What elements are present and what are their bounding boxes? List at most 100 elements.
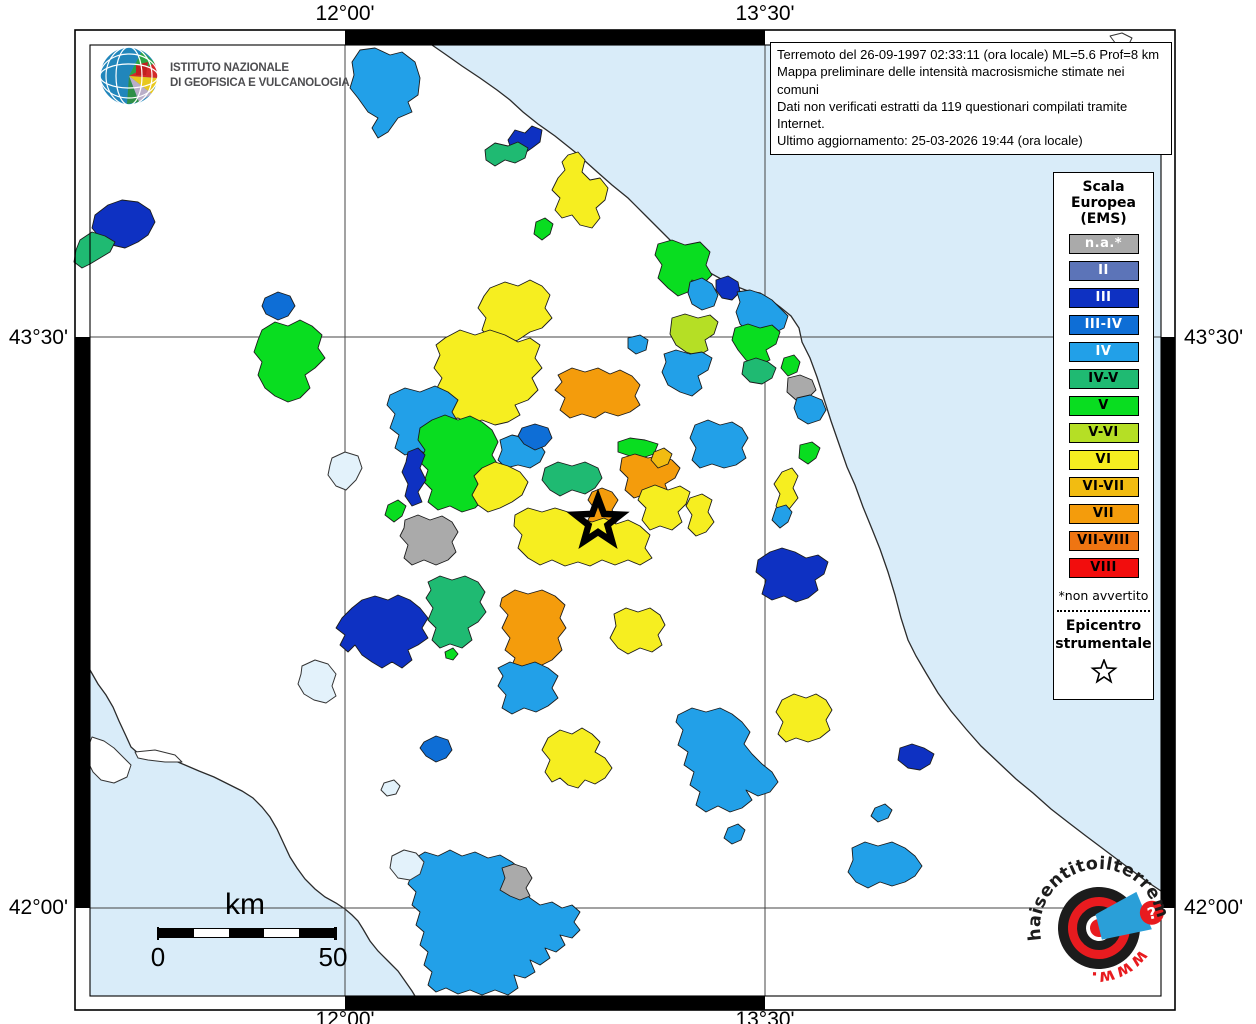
municipality-intensity-III [715,275,741,301]
municipality-intensity-IV [675,707,779,813]
ingv-logo: ISTITUTO NAZIONALE DI GEOFISICA E VULCAN… [98,45,350,107]
frame-black-right [1161,337,1175,908]
event-info-box: Terremoto del 26-09-1997 02:33:11 (ora l… [770,42,1172,155]
legend-swatch-vi-vii: VI-VII [1068,477,1139,498]
axis-label-left-south: 42°00' [8,896,68,919]
legend-swatch-vi: VI [1068,450,1139,471]
scale-seg [299,929,334,937]
legend-swatch-v-vi: V-VI [1068,423,1139,444]
ingv-wordmark-line2: DI GEOFISICA E VULCANOLOGIA [170,77,350,89]
legend-epicenter-label: Epicentro strumentale [1054,618,1153,653]
frame-black-top [345,30,765,45]
legend-title: Scala Europea (EMS) [1054,179,1153,227]
legend-swatch-n.a.*: n.a.* [1068,234,1139,255]
municipality-intensity-VI-VII [650,447,673,469]
scale-numbers: 0 50 [140,942,360,972]
municipality-intensity-IV [627,334,649,355]
legend-swatch-iv: IV [1068,342,1139,363]
municipality-intensity-V [798,441,821,465]
municipality-intensity-IV-V [484,141,529,167]
legend-swatch-iii: III [1068,288,1139,309]
municipality-intensity-IV [661,349,713,397]
legend-epicenter-line2: strumentale [1055,635,1152,652]
scale-seg [229,929,264,937]
municipality-intensity-VI [471,461,529,513]
adriatic-sea [432,45,1161,891]
scale-unit-label: km [225,888,265,921]
lake [380,779,401,797]
municipality-intensity-IV [689,419,749,469]
municipality-intensity-VI [477,279,553,346]
municipality-intensity-IV [349,47,421,139]
scale-tick-end [334,927,337,940]
info-line-map-type: Mappa preliminare delle intensità macros… [777,64,1125,97]
legend-title-line2: Europea [1070,195,1137,212]
municipality-intensity-IV [723,823,746,845]
municipality-intensity-III-IV [261,291,296,321]
axis-label-bottom-east: 13°30' [735,1008,795,1024]
legend-title-line3: (EMS) [1080,211,1127,228]
legend-title-line1: Scala [1082,179,1125,195]
municipality-intensity-VI [433,329,543,426]
municipality-intensity-V [253,319,326,403]
frame-black-bottom [345,996,765,1010]
axis-label-bottom-west: 12°00' [315,1008,375,1024]
municipality-intensity-IV [870,803,893,823]
legend-swatch-iii-iv: III-IV [1068,315,1139,336]
legend-items: n.a.* II III III-IV IV IV-V V V-VI VI VI-VII VII VI… [1054,234,1153,579]
municipality-intensity-III [897,743,935,771]
map-scale-bar: km 0 50 [140,888,360,972]
municipality-intensity-IV [847,841,923,889]
axis-label-top-east: 13°30' [735,2,795,25]
municipality-intensity-IV [497,661,559,715]
scale-tick-start [156,927,159,940]
logo-question-badge [1139,900,1164,925]
municipality-intensity-III-IV [419,735,453,763]
municipality-intensity-na [499,863,533,901]
ingv-globe-icon [99,46,159,106]
scale-start-label: 0 [150,942,166,972]
scale-bar-graphic [156,927,337,940]
scale-seg [159,929,194,937]
municipality-regions-group [73,47,935,996]
scale-seg [264,929,299,937]
municipality-intensity-III-IV [517,423,553,451]
lake [389,849,425,881]
tyrrhenian-coastline [89,669,416,997]
municipality-intensity-na [399,514,459,566]
ingv-wordmark-line1: ISTITUTO NAZIONALE [170,62,289,75]
lake [297,659,337,704]
municipality-intensity-VI [773,467,799,515]
tyrrhenian-sea [90,670,415,996]
axis-label-right-north: 43°30' [1184,326,1244,349]
municipality-intensity-VI [609,607,666,655]
municipality-intensity-IV-V [741,357,777,385]
municipality-intensity-III [335,594,429,669]
municipality-intensity-VII [554,367,641,419]
legend-footnote: *non avvertito [1058,588,1149,604]
legend-swatch-viii: VIII [1068,558,1139,579]
legend-swatch-v: V [1068,396,1139,417]
axis-label-left-north: 43°30' [8,326,68,349]
scale-end-label: 50 [318,942,348,972]
municipality-intensity-VII [499,589,567,679]
municipality-intensity-VI [541,727,613,789]
municipality-intensity-V [780,354,801,377]
municipality-intensity-V [731,323,781,366]
municipality-intensity-IV [793,394,827,425]
epicenter-star-legend-icon [1089,657,1118,684]
legend-epicenter-line1: Epicentro [1065,618,1142,635]
legend-swatch-vii: VII [1068,504,1139,525]
axis-label-top-west: 12°00' [315,2,375,25]
municipality-intensity-VI [637,484,691,531]
municipality-intensity-III [755,547,829,603]
municipality-intensity-IV [687,277,719,311]
municipality-intensity-na [786,374,817,401]
municipality-intensity-V [533,217,554,241]
info-line-updated: Ultimo aggiornamento: 25-03-2026 19:44 (… [777,133,1083,149]
logo-megaphone-icon [1095,891,1152,940]
municipality-intensity-VI [551,151,609,229]
municipality-intensity-III [401,447,427,507]
